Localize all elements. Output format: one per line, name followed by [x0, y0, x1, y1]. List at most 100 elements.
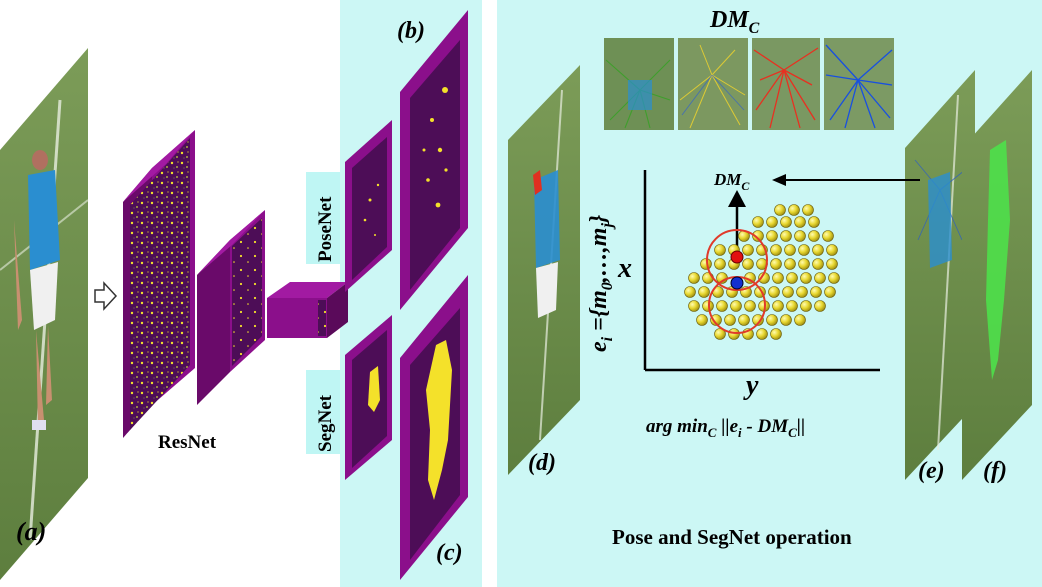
operation-caption: Pose and SegNet operation	[612, 525, 852, 549]
embedding-point	[822, 230, 834, 242]
embedding-point	[794, 216, 806, 228]
embedding-point	[698, 286, 710, 298]
input-arrow	[94, 281, 118, 311]
embedding-point	[828, 272, 840, 284]
dmc-arrow-label: DMC	[713, 170, 750, 193]
embedding-point	[710, 314, 722, 326]
resnet-label: ResNet	[158, 432, 217, 453]
argmin-formula: arg minC ||ei - DMC||	[646, 416, 805, 440]
segnet-label: SegNet	[315, 394, 336, 452]
embedding-point	[688, 300, 700, 312]
label-c: (c)	[436, 540, 463, 566]
posenet-label: PoseNet	[315, 196, 336, 262]
embedding-point	[794, 230, 806, 242]
embedding-point	[780, 230, 792, 242]
embedding-point	[716, 300, 728, 312]
embedding-point	[808, 216, 820, 228]
embedding-point	[788, 204, 800, 216]
embedding-point	[700, 258, 712, 270]
embedding-axes	[643, 170, 880, 372]
embedding-points	[684, 204, 840, 340]
posenet-map-small	[345, 120, 392, 292]
embedding-point	[812, 244, 824, 256]
axis-x-var: x	[617, 253, 632, 284]
posenet-label-bg	[306, 172, 340, 264]
embedding-point	[826, 244, 838, 256]
embedding-point	[772, 272, 784, 284]
dmc-thumb-yellow	[678, 38, 748, 130]
embedding-point	[714, 258, 726, 270]
embedding-point	[696, 314, 708, 326]
center-red-point	[730, 250, 744, 264]
embedding-point	[798, 258, 810, 270]
embedding-point	[770, 244, 782, 256]
axis-y-var: y	[743, 370, 759, 401]
embedding-point	[744, 300, 756, 312]
resnet-block-2	[197, 210, 265, 405]
dmc-thumb-blue	[824, 38, 894, 130]
dmc-thumbnails	[604, 38, 894, 130]
pose-image-e	[905, 70, 975, 480]
embedding-point	[714, 244, 726, 256]
embedding-point	[770, 258, 782, 270]
embedding-point	[688, 272, 700, 284]
embedding-point	[800, 272, 812, 284]
embedding-point	[752, 216, 764, 228]
embedding-point	[780, 216, 792, 228]
segnet-label-bg	[306, 370, 340, 454]
embedding-point	[814, 300, 826, 312]
embedding-point	[766, 216, 778, 228]
dmc-pointer-arrow	[772, 174, 920, 186]
embedding-point	[768, 286, 780, 298]
embedding-point	[796, 286, 808, 298]
embedding-point	[728, 328, 740, 340]
embedding-point	[752, 314, 764, 326]
embedding-point	[738, 314, 750, 326]
pose-image-d	[508, 65, 580, 475]
embedding-point	[730, 300, 742, 312]
embedding-point	[786, 272, 798, 284]
embedding-point	[824, 286, 836, 298]
label-d: (d)	[528, 450, 556, 476]
embedding-point	[808, 230, 820, 242]
posenet-map-large	[400, 10, 468, 310]
pose-image-f	[962, 70, 1032, 480]
embedding-point	[770, 328, 782, 340]
dmc-thumb-green	[604, 38, 674, 130]
embedding-point	[800, 300, 812, 312]
cluster-ring-upper	[706, 229, 768, 291]
embedding-point	[766, 314, 778, 326]
embedding-point	[784, 258, 796, 270]
embedding-set-label: ei ={m0,…,mj}	[586, 214, 616, 352]
embedding-point	[780, 314, 792, 326]
label-a: (a)	[16, 517, 46, 546]
embedding-point	[752, 230, 764, 242]
dmc-title: DMC	[709, 7, 760, 37]
embedding-point	[784, 244, 796, 256]
embedding-point	[810, 286, 822, 298]
embedding-point	[826, 258, 838, 270]
resnet-block-1	[123, 130, 195, 438]
embedding-point	[786, 300, 798, 312]
embedding-point	[766, 230, 778, 242]
embedding-point	[742, 244, 754, 256]
embedding-point	[814, 272, 826, 284]
segnet-map-large	[400, 275, 468, 580]
segnet-map-small	[345, 315, 392, 480]
embedding-point	[774, 204, 786, 216]
input-image	[0, 48, 89, 580]
embedding-point	[812, 258, 824, 270]
embedding-point	[714, 328, 726, 340]
label-e: (e)	[918, 458, 945, 484]
embedding-point	[802, 204, 814, 216]
embedding-point	[684, 286, 696, 298]
embedding-point	[782, 286, 794, 298]
center-blue-point	[730, 276, 744, 290]
label-f: (f)	[983, 458, 1007, 484]
resnet-block-3	[267, 282, 348, 338]
embedding-point	[798, 244, 810, 256]
embedding-point	[702, 300, 714, 312]
dmc-thumb-red	[752, 38, 820, 130]
embedding-point	[724, 314, 736, 326]
